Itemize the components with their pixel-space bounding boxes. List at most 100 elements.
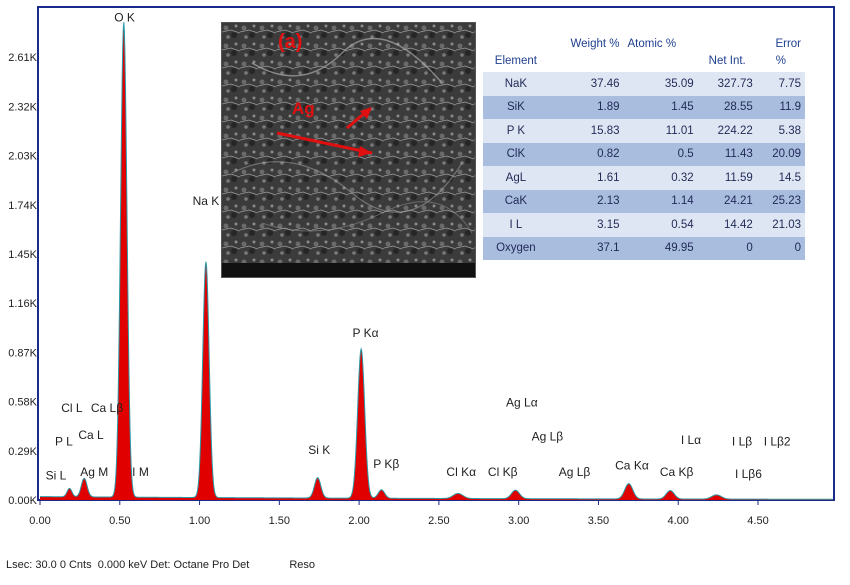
- header-error: Error: [775, 38, 801, 50]
- x-tick-label: 3.00: [508, 515, 529, 527]
- peak-label: P Kβ: [373, 457, 399, 471]
- arrow-1-head: [358, 146, 372, 157]
- cell-error: 21.03: [772, 218, 801, 231]
- peak-label: I Lβ: [732, 435, 752, 449]
- peak-label: Cl L: [61, 401, 83, 415]
- cell-atomic: 35.09: [664, 77, 694, 90]
- table-row: AgL 1.61 0.32 11.59 14.5: [483, 166, 805, 190]
- peak-label: Cl Kβ: [488, 465, 518, 479]
- y-tick-label: 0.29K: [8, 446, 37, 458]
- sem-info-bar: [222, 263, 475, 277]
- y-axis-ticks: 0.00K 0.29K 0.58K 0.87K 1.16K 1.45K 1.74K 2.03K…: [8, 52, 37, 507]
- table-row: ClK 0.82 0.5 11.43 20.09: [483, 142, 805, 166]
- cell-weight: 37.46: [590, 77, 620, 90]
- x-tick-label: 2.50: [428, 515, 449, 527]
- ag-arrow-label: Ag: [292, 99, 315, 118]
- table-row: Oxygen 37.1 49.95 0 0: [483, 236, 805, 260]
- cell-netint: 327.73: [717, 77, 753, 90]
- sem-micrograph: (a) Ag: [221, 22, 476, 278]
- peak-label: Ca Kα: [615, 458, 649, 472]
- footer-status: Lsec: 30.0 0 Cnts 0.000 keV Det: Octane …: [6, 559, 355, 571]
- peak-labels: O K Na K P Kα Si K P Kβ Cl L Ca Lβ Ca L P L Si L A…: [46, 11, 791, 483]
- cell-element: ClK: [506, 148, 526, 161]
- x-tick-label: 4.00: [668, 515, 689, 527]
- peak-label: I Lβ6: [735, 467, 762, 481]
- cell-atomic: 0.32: [671, 171, 694, 184]
- peak-label: Ag M: [80, 465, 108, 479]
- cell-error: 14.5: [778, 171, 801, 184]
- table-row: CaK 2.13 1.14 24.21 25.23: [483, 189, 805, 213]
- cell-atomic: 0.5: [677, 148, 694, 161]
- sem-texture: [222, 23, 475, 277]
- spectrum-fill: [40, 22, 833, 501]
- y-tick-label: 0.58K: [8, 397, 37, 409]
- y-tick-label: 1.16K: [8, 298, 37, 310]
- y-tick-label: 1.45K: [8, 249, 37, 261]
- header-netint: Net Int.: [708, 55, 746, 67]
- cell-error: 11.9: [779, 101, 801, 114]
- peak-label: P Kα: [352, 326, 378, 340]
- peak-label: Ag Lα: [506, 396, 538, 410]
- cell-atomic: 1.45: [671, 101, 694, 114]
- cell-weight: 3.15: [597, 218, 620, 231]
- cell-netint: 0: [746, 242, 753, 255]
- footer-reso: Reso: [289, 559, 316, 571]
- panel-label: (a): [278, 31, 303, 53]
- y-tick-label: 2.61K: [8, 52, 37, 64]
- x-tick-label: 0.50: [109, 515, 130, 527]
- peak-label: Cl Kα: [446, 465, 476, 479]
- header-element: Element: [494, 55, 537, 67]
- cell-error: 5.38: [778, 124, 801, 137]
- table-row: NaK 37.46 35.09 327.73 7.75: [483, 72, 805, 96]
- cell-element: Oxygen: [496, 242, 536, 255]
- table-body: NaK 37.46 35.09 327.73 7.75 SiK 1.89 1.45 28.55 1…: [483, 72, 805, 260]
- table-row: P K 15.83 11.01 224.22 5.38: [483, 119, 805, 143]
- cell-netint: 28.55: [723, 101, 753, 114]
- cell-atomic: 49.95: [664, 242, 694, 255]
- x-tick-label: 0.00: [29, 515, 50, 527]
- x-tick-label: 1.50: [269, 515, 290, 527]
- cell-element: SiK: [506, 101, 525, 114]
- cell-netint: 11.59: [724, 171, 753, 184]
- arrow-1: [276, 131, 373, 155]
- x-tick-label: 2.00: [348, 515, 369, 527]
- cell-error: 25.23: [772, 195, 801, 208]
- peak-label: I M: [132, 465, 149, 479]
- cell-element: CaK: [504, 195, 528, 208]
- y-tick-label: 2.03K: [8, 151, 37, 163]
- peak-label: I Lα: [681, 433, 701, 447]
- cell-weight: 2.13: [597, 195, 620, 208]
- table-header-row-1: Weight % Atomic % Error: [483, 28, 805, 50]
- peak-label: P L: [55, 435, 73, 449]
- cell-weight: 15.83: [590, 124, 620, 137]
- cell-atomic: 0.54: [671, 218, 694, 231]
- cell-weight: 0.82: [597, 148, 620, 161]
- peak-label: Si K: [308, 443, 330, 457]
- spectrum-outline: [40, 22, 833, 500]
- cell-element: AgL: [505, 171, 527, 184]
- peak-label: Ca L: [78, 428, 104, 442]
- x-tick-label: 4.50: [747, 515, 768, 527]
- cell-netint: 11.43: [724, 148, 753, 161]
- x-tick-label: 1.00: [189, 515, 210, 527]
- cell-atomic: 11.01: [665, 124, 694, 137]
- cell-weight: 1.61: [597, 171, 620, 184]
- peak-label: Na K: [193, 194, 220, 208]
- table-row: SiK 1.89 1.45 28.55 11.9: [483, 95, 805, 119]
- composition-table: Weight % Atomic % Error Element Net Int.…: [483, 28, 805, 260]
- cell-atomic: 1.14: [671, 195, 694, 208]
- peak-label: Ag Lβ: [532, 430, 564, 444]
- header-atomic: Atomic %: [627, 38, 677, 50]
- cell-netint: 224.22: [717, 124, 753, 137]
- peak-label: I Lβ2: [764, 435, 791, 449]
- cell-netint: 24.21: [723, 195, 753, 208]
- x-tick-label: 3.50: [588, 515, 609, 527]
- peak-label: Ag Lβ: [559, 465, 591, 479]
- x-axis-ticks: 0.00 0.50 1.00 1.50 2.00 2.50 3.00 3.50 4.00 4.50: [29, 500, 769, 527]
- cell-error: 7.75: [778, 77, 801, 90]
- y-tick-label: 2.32K: [8, 101, 37, 113]
- cell-error: 20.09: [772, 148, 801, 161]
- cell-weight: 1.89: [597, 101, 620, 114]
- peak-label: Ca Kβ: [660, 465, 694, 479]
